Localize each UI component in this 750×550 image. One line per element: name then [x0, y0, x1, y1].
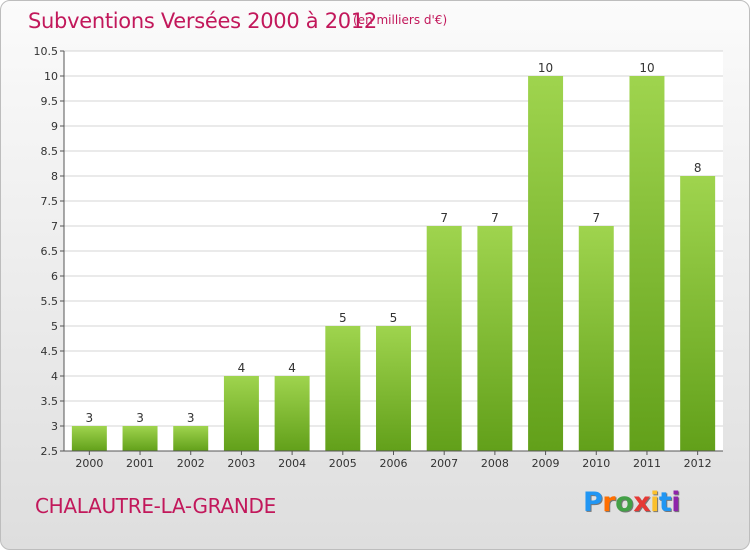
x-tick-label: 2003: [227, 457, 255, 470]
data-label: 5: [339, 311, 347, 325]
bar: [122, 426, 158, 451]
y-tick-label: 6.5: [41, 245, 59, 258]
y-tick-label: 9.5: [41, 95, 59, 108]
unit-label: (en milliers d'€): [353, 13, 448, 27]
logo-letter: x: [633, 487, 651, 518]
data-label: 4: [288, 361, 296, 375]
bar: [325, 326, 361, 451]
data-label: 7: [592, 211, 600, 225]
data-label: 10: [639, 61, 654, 75]
x-axis: 2000 2001 2002 2003 2004 2005 2006 2007 2008 2009…: [64, 450, 723, 470]
y-tick-label: 7.5: [41, 195, 59, 208]
y-tick-label: 6: [51, 270, 58, 283]
y-tick-label: 8.5: [41, 145, 59, 158]
x-tick-label: 2007: [430, 457, 458, 470]
bar: [274, 376, 310, 451]
y-tick-label: 3: [51, 420, 58, 433]
data-label: 7: [491, 211, 499, 225]
data-label: 3: [136, 411, 144, 425]
bars: 3 3 3 4 4 5 5 7 7 10 7 10 8: [71, 61, 716, 451]
bar: [578, 226, 614, 451]
y-tick-label: 5.5: [41, 295, 59, 308]
y-tick-label: 8: [51, 170, 58, 183]
x-tick-label: 2005: [329, 457, 357, 470]
data-label: 3: [86, 411, 94, 425]
bar: [71, 426, 107, 451]
logo-letter: i: [671, 487, 681, 518]
x-tick-label: 2010: [582, 457, 610, 470]
logo-letter: r: [602, 487, 616, 518]
data-label: 8: [694, 161, 702, 175]
logo-letter: t: [658, 487, 672, 518]
x-tick-label: 2001: [126, 457, 154, 470]
bar: [376, 326, 411, 451]
bar: [528, 76, 564, 451]
x-tick-label: 2000: [75, 457, 103, 470]
y-tick-label: 10: [44, 70, 58, 83]
bar: [426, 226, 462, 451]
bar: [629, 76, 665, 451]
logo-letter: i: [650, 487, 659, 518]
data-label: 10: [538, 61, 553, 75]
y-tick-label: 10.5: [34, 45, 59, 58]
y-tick-label: 2.5: [41, 445, 59, 458]
commune-name: CHALAUTRE-LA-GRANDE: [35, 494, 276, 518]
data-label: 5: [390, 311, 398, 325]
y-tick-label: 3.5: [41, 395, 59, 408]
x-tick-label: 2012: [684, 457, 712, 470]
logo-letter: o: [615, 487, 634, 518]
y-tick-label: 4.5: [41, 345, 59, 358]
bar: [173, 426, 209, 451]
data-label: 4: [238, 361, 246, 375]
logo-letter: P: [583, 487, 603, 518]
y-tick-label: 9: [51, 120, 58, 133]
y-tick-label: 5: [51, 320, 58, 333]
y-tick-label: 4: [51, 370, 58, 383]
x-tick-label: 2008: [481, 457, 509, 470]
data-label: 3: [187, 411, 195, 425]
x-tick-label: 2002: [177, 457, 205, 470]
x-tick-label: 2006: [380, 457, 408, 470]
x-tick-label: 2004: [278, 457, 306, 470]
y-axis: 2.5 3 3.5 4 4.5 5 5.5 6 6.5 7 7.5 8 8.5 9 9.5 10 10.5: [34, 45, 65, 458]
data-label: 7: [440, 211, 448, 225]
x-tick-label: 2009: [532, 457, 560, 470]
y-tick-label: 7: [51, 220, 58, 233]
x-tick-label: 2011: [633, 457, 661, 470]
bar: [680, 176, 716, 451]
chart-title: Subventions Versées 2000 à 2012: [28, 9, 377, 33]
proxiti-logo: Proxiti: [583, 487, 681, 518]
bar: [223, 376, 259, 451]
bar: [477, 226, 513, 451]
